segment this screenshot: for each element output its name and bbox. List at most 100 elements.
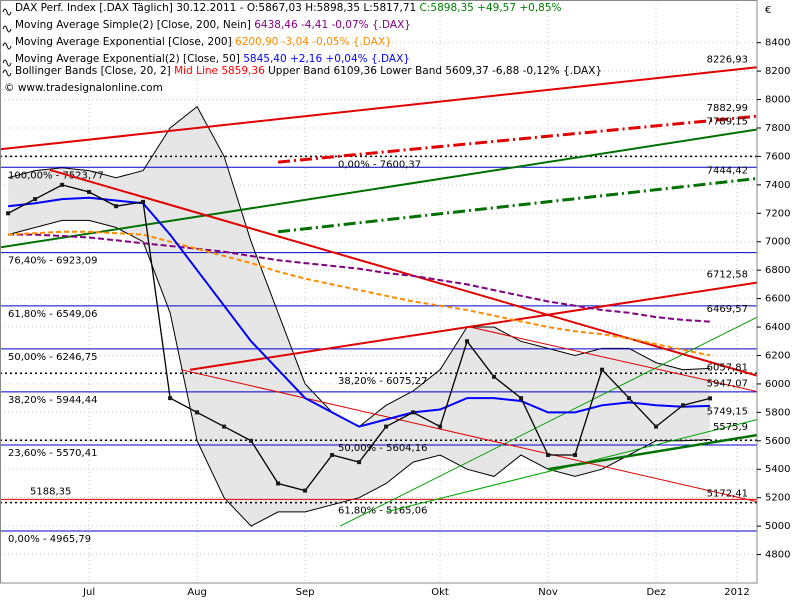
- price-marker: [168, 396, 173, 401]
- x-tick-label: 2012: [724, 587, 749, 598]
- trend-label: 7882,99: [707, 103, 748, 114]
- trend-label: 6469,57: [707, 304, 748, 315]
- fib-label: 23,60% - 5570,41: [8, 448, 97, 459]
- y-tick-label: 8200: [765, 66, 790, 77]
- trend-label: 5575,9: [713, 422, 748, 433]
- trend-label: 7789,15: [707, 117, 748, 128]
- x-tick-label: Nov: [538, 587, 558, 598]
- fib-label: 61,80% - 6549,06: [8, 309, 97, 320]
- fib-label: 100,00% - 7523,77: [8, 170, 104, 181]
- price-marker: [546, 453, 551, 458]
- legend-entry: Moving Average Simple(2) [Close, 200, Ne…: [15, 19, 411, 31]
- fib-label: 76,40% - 6923,09: [8, 256, 97, 267]
- price-marker: [438, 424, 443, 429]
- currency: €: [765, 5, 771, 16]
- price-marker: [330, 453, 335, 458]
- trend-label: 5172,41: [707, 489, 748, 500]
- price-marker: [6, 211, 11, 216]
- x-tick-label: Okt: [431, 587, 449, 598]
- price-marker: [60, 182, 65, 187]
- trend-line: [277, 177, 757, 234]
- x-tick-label: Jul: [82, 587, 95, 598]
- y-tick-label: 5200: [765, 493, 790, 504]
- y-tick-label: 7800: [765, 123, 790, 134]
- legend-rest: Upper Band 6109,36 Lower Band 5609,37 -6…: [268, 65, 602, 77]
- legend: DAX Perf. Index [.DAX Täglich] 30.12.201…: [2, 2, 602, 94]
- series-line: [8, 233, 711, 323]
- plot-area: 100,00% - 7523,77 76,40% - 6923,09 61,80% …: [0, 0, 757, 583]
- legend-value: 5845,40 +2,16 +0,04% {.DAX}: [243, 53, 410, 65]
- bollinger-lower: [7, 219, 711, 527]
- price-marker: [33, 197, 38, 202]
- plot-frame: [0, 0, 758, 584]
- legend-icon: [2, 69, 12, 77]
- fib-label: 0,00% - 7600,37: [338, 159, 421, 170]
- y-tick-label: 7200: [765, 208, 790, 219]
- y-tick-label: 7400: [765, 180, 790, 191]
- y-tick-label: 6000: [765, 379, 790, 390]
- price-marker: [411, 410, 416, 415]
- price-marker: [519, 396, 524, 401]
- legend-value: 6438,46 -4,41 -0,07% {.DAX}: [254, 19, 411, 31]
- price-marker: [627, 396, 632, 401]
- legend-icon: [2, 8, 12, 16]
- y-tick-label: 8400: [765, 38, 790, 49]
- price-marker: [492, 374, 497, 379]
- price-marker: [465, 339, 470, 344]
- y-tick-label: 5600: [765, 436, 790, 447]
- trend-line: [0, 128, 757, 249]
- trend-line: [339, 316, 757, 527]
- source: © www.tradesignalonline.com: [4, 82, 163, 94]
- legend-name: Moving Average Simple(2) [Close, 200, Ne…: [15, 19, 251, 31]
- trend-line: [0, 66, 757, 151]
- price-marker: [195, 410, 200, 415]
- fib-label: 50,00% - 6246,75: [8, 352, 97, 363]
- fib-label: 38,20% - 5944,44: [8, 395, 97, 406]
- trend-label: 7444,42: [707, 166, 748, 177]
- legend-entry: Bollinger Bands [Close, 20, 2] Mid Line …: [15, 65, 602, 77]
- y-tick-label: 5800: [765, 407, 790, 418]
- trend-label: 5749,15: [707, 407, 748, 418]
- series-line: [7, 196, 711, 428]
- trend-line: [189, 281, 757, 371]
- legend-icon: [2, 59, 12, 67]
- y-tick-label: 7600: [765, 151, 790, 162]
- price-marker: [654, 424, 659, 429]
- price-marker: [600, 367, 605, 372]
- price-marker: [114, 204, 119, 209]
- fib-label: 38,20% - 6075,27: [338, 376, 427, 387]
- legend-icon: [2, 25, 12, 33]
- support-label: 5188,35: [30, 486, 71, 497]
- series-line: [8, 230, 711, 357]
- y-tick-label: 6600: [765, 294, 790, 305]
- fib-label: 50,00% - 5604,16: [338, 443, 427, 454]
- y-tick-label: 5400: [765, 464, 790, 475]
- legend-entry: Moving Average Exponential [Close, 200] …: [15, 36, 392, 48]
- trend-label: 5947,07: [707, 378, 748, 389]
- price-marker: [681, 403, 686, 408]
- legend-name: Moving Average Exponential(2) [Close, 50…: [15, 53, 240, 65]
- legend-name: Bollinger Bands [Close, 20, 2]: [15, 65, 171, 77]
- x-tick-label: Dez: [646, 587, 665, 598]
- trend-line: [469, 326, 757, 392]
- y-tick-label: 6800: [765, 265, 790, 276]
- price-marker: [249, 438, 254, 443]
- x-tick-label: Aug: [187, 587, 207, 598]
- price-marker: [708, 396, 713, 401]
- price-marker: [573, 453, 578, 458]
- trend-label: 8226,93: [707, 54, 748, 65]
- price-marker: [87, 189, 92, 194]
- y-tick-label: 8000: [765, 95, 790, 106]
- trend-label: 6712,58: [707, 270, 748, 281]
- y-tick-label: 5000: [765, 521, 790, 532]
- y-tick-label: 7000: [765, 237, 790, 248]
- legend-mid: Mid Line 5859,36: [174, 65, 265, 77]
- fib-label: 0,00% - 4965,79: [8, 534, 91, 545]
- legend-name: Moving Average Exponential [Close, 200]: [15, 36, 232, 48]
- price-marker: [276, 481, 281, 486]
- trend-label: 6057,81: [707, 363, 748, 374]
- y-tick-label: 6200: [765, 350, 790, 361]
- y-tick-label: 6400: [765, 322, 790, 333]
- legend-entry: DAX Perf. Index [.DAX Täglich] 30.12.201…: [15, 2, 562, 14]
